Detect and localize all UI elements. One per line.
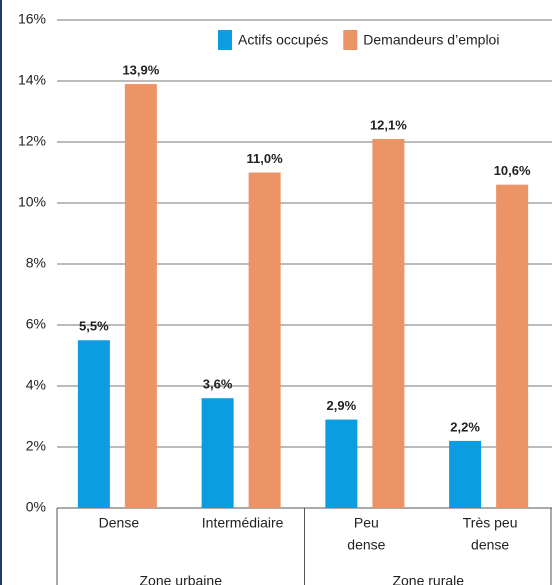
value-label: 3,6% (203, 377, 233, 392)
value-label: 2,9% (327, 398, 357, 413)
y-tick-label: 10% (18, 194, 46, 210)
value-label: 13,9% (122, 62, 159, 77)
y-tick-label: 6% (26, 316, 46, 332)
value-label: 2,2% (450, 419, 480, 434)
bar (77, 340, 110, 508)
legend-label: Actifs occupés (238, 32, 328, 48)
y-tick-label: 12% (18, 133, 46, 149)
y-tick-label: 16% (18, 11, 46, 27)
bar (496, 184, 529, 508)
bar (124, 84, 157, 509)
y-tick-label: 8% (26, 255, 46, 271)
y-tick-label: 14% (18, 72, 46, 88)
frame-border (0, 0, 2, 585)
x-tick-label: dense (471, 537, 509, 553)
legend-swatch (343, 30, 358, 50)
x-tick-label: Intermédiaire (202, 515, 284, 531)
x-tick-label: Dense (99, 515, 140, 531)
value-label: 11,0% (247, 151, 284, 166)
value-label: 12,1% (370, 117, 407, 132)
x-tick-label: dense (347, 537, 385, 553)
y-tick-label: 2% (26, 438, 46, 454)
group-label: Zone rurale (392, 573, 464, 585)
value-label: 10,6% (494, 163, 531, 178)
legend-label: Demandeurs d’emploi (363, 32, 499, 48)
bar (449, 440, 482, 508)
y-tick-label: 0% (26, 499, 46, 515)
x-tick-label: Peu (354, 515, 379, 531)
x-tick-label: Très peu (463, 515, 518, 531)
group-label: Zone urbaine (139, 573, 222, 585)
bar (201, 398, 234, 508)
bar (248, 172, 281, 508)
value-label: 5,5% (79, 319, 109, 334)
bar (325, 419, 358, 508)
legend-swatch (218, 30, 232, 50)
y-tick-label: 4% (26, 377, 46, 393)
bar (372, 138, 405, 508)
